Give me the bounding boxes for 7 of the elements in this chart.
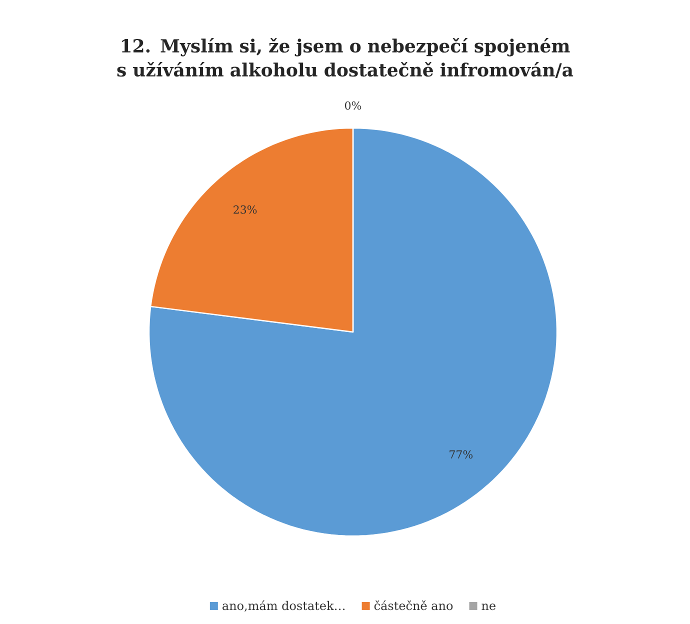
data-label: 23%: [234, 205, 257, 214]
data-label: 77%: [450, 450, 473, 459]
chart-title: 12. Myslím si, že jsem o nebezpečí spojeném s užíváním alkoholu dostatečně infromován/a: [117, 38, 574, 78]
legend-label: ano,mám dostatek…: [222, 600, 345, 612]
legend-label: ne: [482, 604, 496, 610]
legend-label: částečně ano: [374, 600, 453, 610]
text: 0%: [345, 101, 362, 110]
